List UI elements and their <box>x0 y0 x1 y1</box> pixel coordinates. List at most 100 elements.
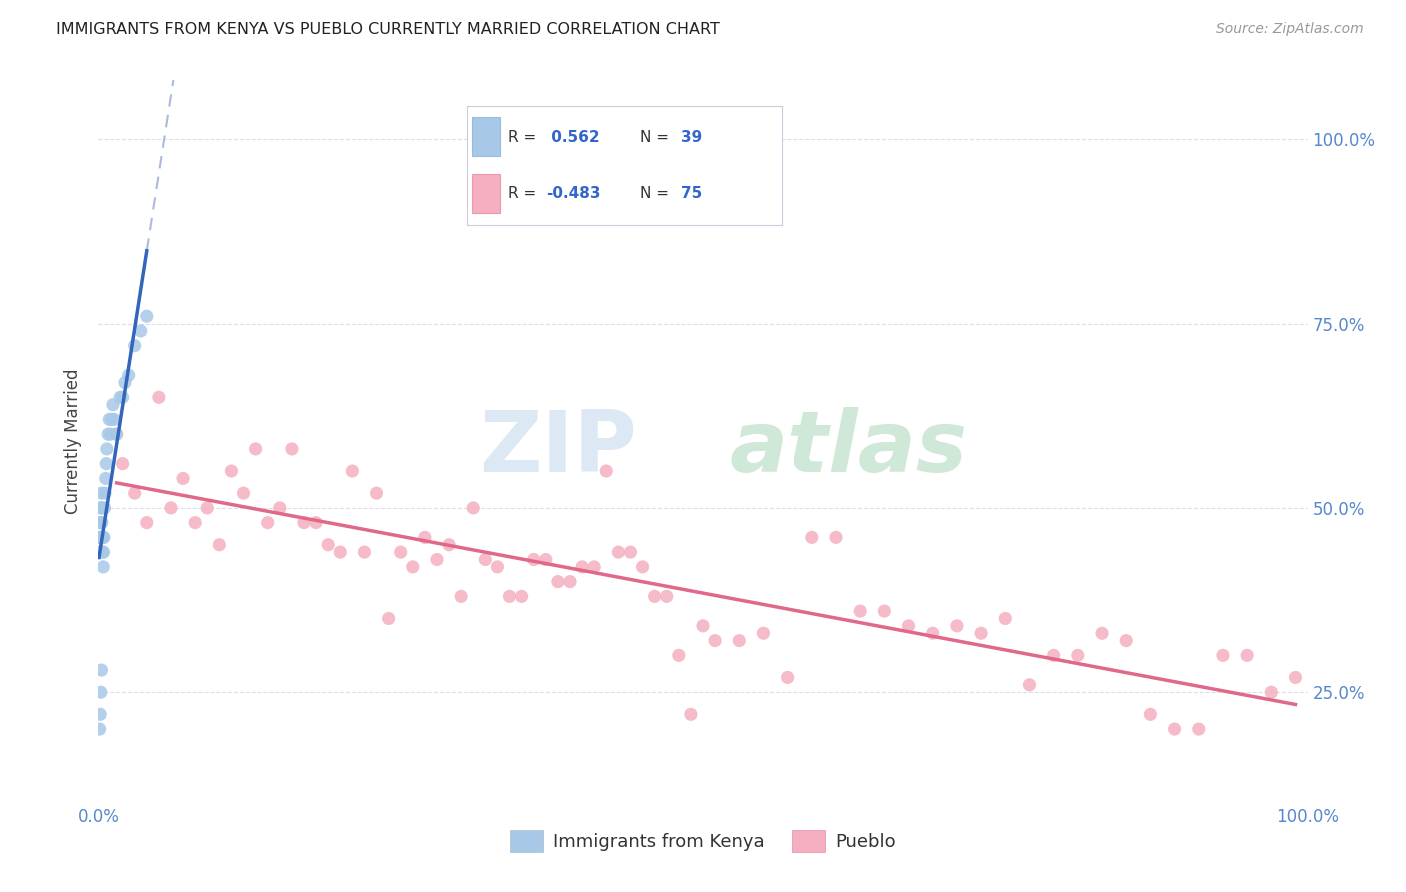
Point <box>245 442 267 456</box>
Point <box>583 560 606 574</box>
Point <box>96 457 118 471</box>
Point <box>994 611 1017 625</box>
Point <box>208 538 231 552</box>
Point <box>148 390 170 404</box>
Point <box>108 390 131 404</box>
Point <box>135 309 157 323</box>
Point <box>89 516 111 530</box>
Point <box>269 500 291 515</box>
Point <box>450 590 472 604</box>
Point <box>1188 722 1211 736</box>
Point <box>644 590 666 604</box>
Point <box>87 545 110 559</box>
Point <box>105 427 128 442</box>
Text: ZIP: ZIP <box>479 408 637 491</box>
Point <box>100 412 122 426</box>
Point <box>547 574 569 589</box>
Point <box>105 427 128 442</box>
Point <box>124 339 146 353</box>
Point <box>1115 633 1137 648</box>
Point <box>1284 670 1306 684</box>
Point <box>655 590 678 604</box>
Point <box>91 530 114 544</box>
Point <box>91 500 114 515</box>
Point <box>114 376 136 390</box>
Point <box>353 545 375 559</box>
Point <box>93 500 115 515</box>
Point <box>510 590 533 604</box>
Point <box>607 545 630 559</box>
Point <box>897 619 920 633</box>
Point <box>1091 626 1114 640</box>
Point <box>668 648 690 663</box>
Point <box>970 626 993 640</box>
Point <box>728 633 751 648</box>
Text: IMMIGRANTS FROM KENYA VS PUEBLO CURRENTLY MARRIED CORRELATION CHART: IMMIGRANTS FROM KENYA VS PUEBLO CURRENTL… <box>56 22 720 37</box>
Point <box>292 516 315 530</box>
Point <box>946 619 969 633</box>
Point <box>316 538 339 552</box>
Point <box>129 324 152 338</box>
Point <box>89 722 111 736</box>
Point <box>96 442 118 456</box>
Point <box>89 500 111 515</box>
Point <box>1139 707 1161 722</box>
Point <box>437 538 460 552</box>
Point <box>523 552 546 566</box>
Point <box>124 486 146 500</box>
Point <box>90 486 112 500</box>
Point <box>172 471 194 485</box>
Point <box>111 390 134 404</box>
Point <box>103 412 125 426</box>
Point <box>498 590 520 604</box>
Point <box>389 545 412 559</box>
Point <box>1212 648 1234 663</box>
Point <box>486 560 509 574</box>
Point <box>305 516 328 530</box>
Point <box>377 611 399 625</box>
Point <box>89 707 111 722</box>
Point <box>595 464 617 478</box>
Point <box>91 560 114 574</box>
Point <box>98 412 121 426</box>
Point <box>342 464 364 478</box>
Point <box>752 626 775 640</box>
Point <box>1067 648 1090 663</box>
Legend: Immigrants from Kenya, Pueblo: Immigrants from Kenya, Pueblo <box>503 822 903 859</box>
Text: Source: ZipAtlas.com: Source: ZipAtlas.com <box>1216 22 1364 37</box>
Point <box>232 486 254 500</box>
Point <box>631 560 654 574</box>
Point <box>776 670 799 684</box>
Point <box>256 516 278 530</box>
Point <box>619 545 641 559</box>
Point <box>100 427 122 442</box>
Point <box>90 663 112 677</box>
Point <box>91 545 114 559</box>
Point <box>1260 685 1282 699</box>
Point <box>90 500 112 515</box>
Point <box>1018 678 1040 692</box>
Text: atlas: atlas <box>730 408 967 491</box>
Point <box>135 516 157 530</box>
Point <box>184 516 207 530</box>
Point <box>1042 648 1064 663</box>
Point <box>558 574 581 589</box>
Point <box>89 530 111 544</box>
Point <box>195 500 218 515</box>
Point <box>679 707 702 722</box>
Point <box>704 633 727 648</box>
Point <box>93 545 115 559</box>
Point <box>413 530 436 544</box>
Point <box>118 368 141 383</box>
Point <box>94 486 117 500</box>
Point <box>221 464 243 478</box>
Point <box>90 516 112 530</box>
Point <box>534 552 557 566</box>
Point <box>426 552 449 566</box>
Point <box>1236 648 1258 663</box>
Point <box>160 500 183 515</box>
Point <box>571 560 593 574</box>
Point <box>90 530 112 544</box>
Point <box>402 560 425 574</box>
Point <box>90 685 112 699</box>
